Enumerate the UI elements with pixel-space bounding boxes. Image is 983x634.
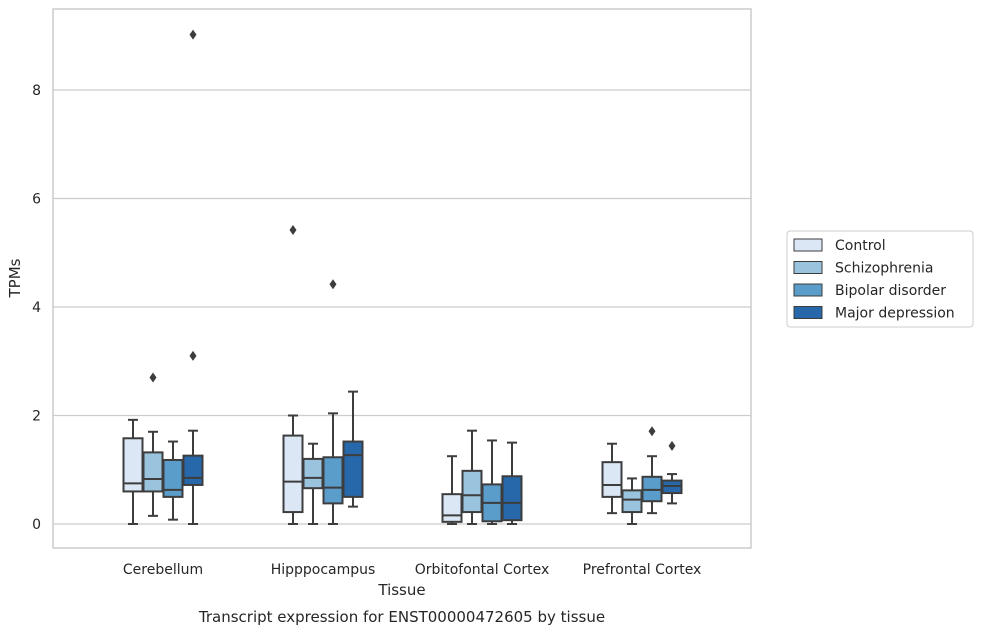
outlier-point — [289, 224, 297, 235]
iqr-box — [501, 475, 523, 522]
box-3-0 — [601, 442, 623, 515]
iqr-box — [601, 461, 623, 498]
legend-label: Bipolar disorder — [835, 283, 946, 299]
outlier-point — [149, 372, 157, 383]
legend-swatch — [793, 283, 823, 297]
plot-frame — [52, 8, 752, 549]
box-2-0 — [441, 455, 463, 525]
x-tick-label: Cerebellum — [123, 562, 203, 578]
y-tick-label: 2 — [32, 409, 41, 425]
outlier-point — [668, 440, 676, 451]
legend-swatch — [793, 261, 823, 274]
box-1-3 — [342, 390, 364, 508]
x-tick-label: Prefrontal Cortex — [583, 562, 702, 578]
iqr-box — [302, 457, 324, 490]
y-tick-label: 8 — [32, 83, 41, 99]
outlier-point — [648, 426, 656, 437]
iqr-box — [142, 451, 164, 493]
box-0-2 — [162, 440, 184, 521]
iqr-box — [282, 434, 304, 514]
legend-label: Major depression — [835, 306, 955, 322]
box-2-2 — [481, 439, 503, 525]
iqr-box — [322, 456, 344, 505]
legend-swatch — [793, 238, 823, 252]
outlier-point — [189, 350, 197, 361]
box-2-3 — [501, 441, 523, 525]
box-1-2 — [322, 279, 344, 525]
box-3-1 — [621, 477, 643, 525]
iqr-box — [182, 454, 204, 486]
legend-frame — [786, 230, 974, 328]
x-axis-label: Tissue — [377, 581, 425, 599]
box-0-1 — [142, 372, 164, 517]
y-tick-label: 0 — [32, 517, 41, 533]
iqr-box — [621, 489, 643, 514]
box-3-2 — [641, 426, 663, 515]
box-1-1 — [302, 442, 324, 525]
y-tick-label: 6 — [32, 192, 41, 208]
box-plot-area — [122, 29, 683, 525]
outlier-point — [189, 29, 197, 40]
legend: Control Schizophrenia Bipolar disorder Majo… — [786, 230, 974, 328]
box-1-0 — [282, 224, 304, 525]
y-axis-label: TPMs — [6, 258, 24, 298]
box-0-0 — [122, 418, 144, 525]
box-2-1 — [461, 429, 483, 525]
iqr-box — [342, 440, 364, 498]
y-tick-label: 4 — [32, 300, 41, 316]
legend-label: Schizophrenia — [835, 261, 933, 277]
x-tick-label: Orbitofontal Cortex — [415, 562, 550, 578]
legend-label: Control — [835, 238, 886, 254]
box-3-3 — [661, 440, 683, 505]
iqr-box — [441, 493, 463, 523]
outlier-point — [329, 279, 337, 290]
legend-swatch — [793, 306, 823, 319]
x-tick-label: Hipppocampus — [271, 562, 376, 578]
iqr-box — [461, 469, 483, 514]
box-0-3 — [182, 29, 204, 525]
x-tick-labels: Cerebellum Hipppocampus Orbitofontal Corte… — [123, 562, 701, 578]
chart-caption: Transcript expression for ENST0000047260… — [198, 608, 605, 626]
y-tick-labels: 0 2 4 6 8 — [32, 83, 41, 533]
iqr-box — [162, 458, 184, 498]
